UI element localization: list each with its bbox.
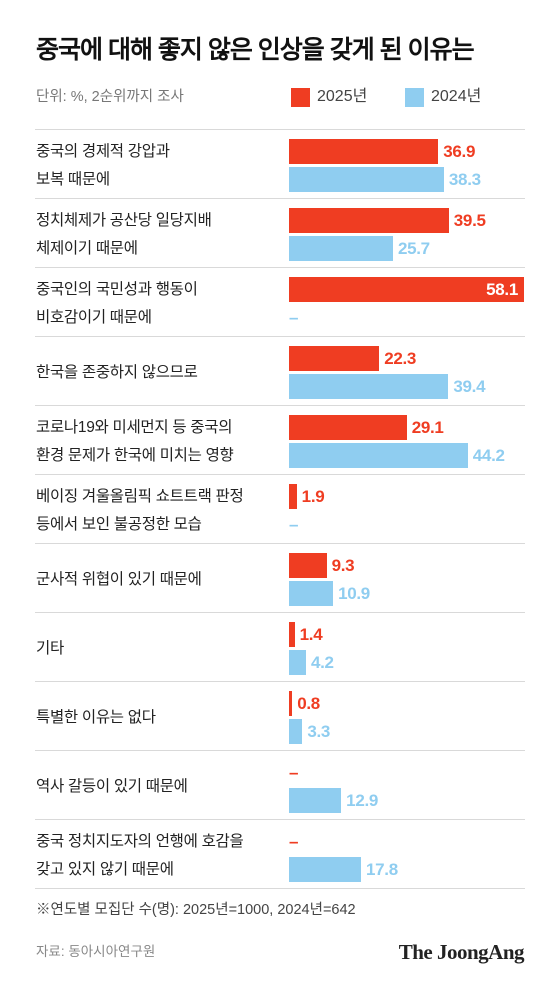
missing-value-2025: – [289,763,299,782]
chart-row: 코로나19와 미세먼지 등 중국의 환경 문제가 한국에 미치는 영향 29.1 4… [35,405,525,474]
category-label: 역사 갈등이 있기 때문에 [36,778,188,795]
legend-swatch-2025 [291,87,310,107]
bar-2024 [289,374,449,399]
missing-value-2024: – [289,308,299,327]
chart-title: 중국에 대해 좋지 않은 인상을 갖게 된 이유는 [36,36,475,64]
value-label-2025: 0.8 [297,694,320,713]
missing-value-2025: – [289,832,299,851]
value-label-2024: 38.3 [448,170,481,189]
chart-row: 중국의 경제적 강압과 보복 때문에 36.9 38.3 [35,129,525,198]
chart-row: 베이징 겨울올림픽 쇼트트랙 판정 등에서 보인 불공정한 모습 1.9– [35,474,525,543]
value-label-2024: 4.2 [310,653,334,672]
bar-2025 [289,553,327,578]
category-label: 코로나19와 미세먼지 등 중국의 환경 문제가 한국에 미치는 영향 [36,419,234,464]
chart-row: 기타 1.4 4.2 [35,612,525,681]
chart-subtitle: 단위: %, 2순위까지 조사 [36,89,184,105]
bar-2025 [289,139,439,164]
footnote: ※연도별 모집단 수(명): 2025년=1000, 2024년=642 [36,902,356,918]
source-credit: 자료: 동아시아연구원 [36,944,156,959]
legend-label-2025: 2025년 [317,88,368,105]
category-label: 중국 정치지도자의 언행에 호감을 갖고 있지 않기 때문에 [36,833,244,878]
value-label-2024: 17.8 [365,860,398,879]
legend-swatch-2024 [405,87,424,107]
chart-row: 역사 갈등이 있기 때문에 – 12.9 [35,750,525,819]
category-label: 중국의 경제적 강압과 보복 때문에 [36,143,170,188]
bar-2024 [289,719,303,744]
chart-row: 특별한 이유는 없다 0.8 3.3 [35,681,525,750]
value-label-2025: 9.3 [331,556,355,575]
publisher-logo: The JoongAng [398,940,525,964]
bar-2025 [289,346,380,371]
bar-2024 [289,236,393,261]
chart-row: 중국 정치지도자의 언행에 호감을 갖고 있지 않기 때문에 – 17.8 [35,819,525,888]
bar-2024 [289,650,306,675]
value-label-2024: 44.2 [472,446,505,465]
value-label-2024: 3.3 [307,722,331,741]
legend-item-2024: 2024년 [405,86,481,108]
bar-2024 [289,857,361,882]
missing-value-2024: – [289,515,299,534]
category-label: 군사적 위협이 있기 때문에 [36,571,202,588]
bar-2024 [289,581,334,606]
bar-2025 [289,277,524,302]
bar-2025 [289,622,295,647]
value-label-2024: 12.9 [346,791,379,810]
value-label-2024: 25.7 [397,239,430,258]
value-label-2025: 1.4 [299,625,323,644]
value-label-2025: 36.9 [443,142,476,161]
chart-row: 중국인의 국민성과 행동이 비호감이기 때문에 58.1 – [35,267,525,336]
category-label: 특별한 이유는 없다 [36,709,156,726]
bar-2025 [289,691,293,716]
value-label-2025: 39.5 [453,211,486,230]
chart-row: 정치체제가 공산당 일당지배 체제이기 때문에 39.5 25.7 [35,198,525,267]
category-label: 한국을 존중하지 않으므로 [36,364,198,381]
bar-chart: 중국의 경제적 강압과 보복 때문에 36.9 38.3 정치체제가 공산당 일당지배… [35,129,525,889]
value-label-2025: 1.9 [301,487,325,506]
value-label-2025: 58.1 [486,280,518,299]
chart-row: 군사적 위협이 있기 때문에 9.3 10.9 [35,543,525,612]
category-label: 베이징 겨울올림픽 쇼트트랙 판정 등에서 보인 불공정한 모습 [36,488,244,533]
bar-2025 [289,484,297,509]
category-label: 중국인의 국민성과 행동이 비호감이기 때문에 [36,281,198,326]
value-label-2024: 39.4 [453,377,486,396]
bar-2024 [289,788,342,813]
bar-2025 [289,208,449,233]
legend-label-2024: 2024년 [431,88,482,105]
legend-item-2025: 2025년 [291,86,367,108]
value-label-2025: 29.1 [411,418,444,437]
value-label-2025: 22.3 [384,349,417,368]
bar-2024 [289,167,444,192]
bar-2024 [289,443,468,468]
chart-row: 한국을 존중하지 않으므로 22.3 39.4 [35,336,525,405]
bar-2025 [289,415,407,440]
category-label: 기타 [36,640,64,657]
value-label-2024: 10.9 [338,584,370,603]
legend: 2025년 2024년 [291,86,525,108]
category-label: 정치체제가 공산당 일당지배 체제이기 때문에 [36,212,212,257]
